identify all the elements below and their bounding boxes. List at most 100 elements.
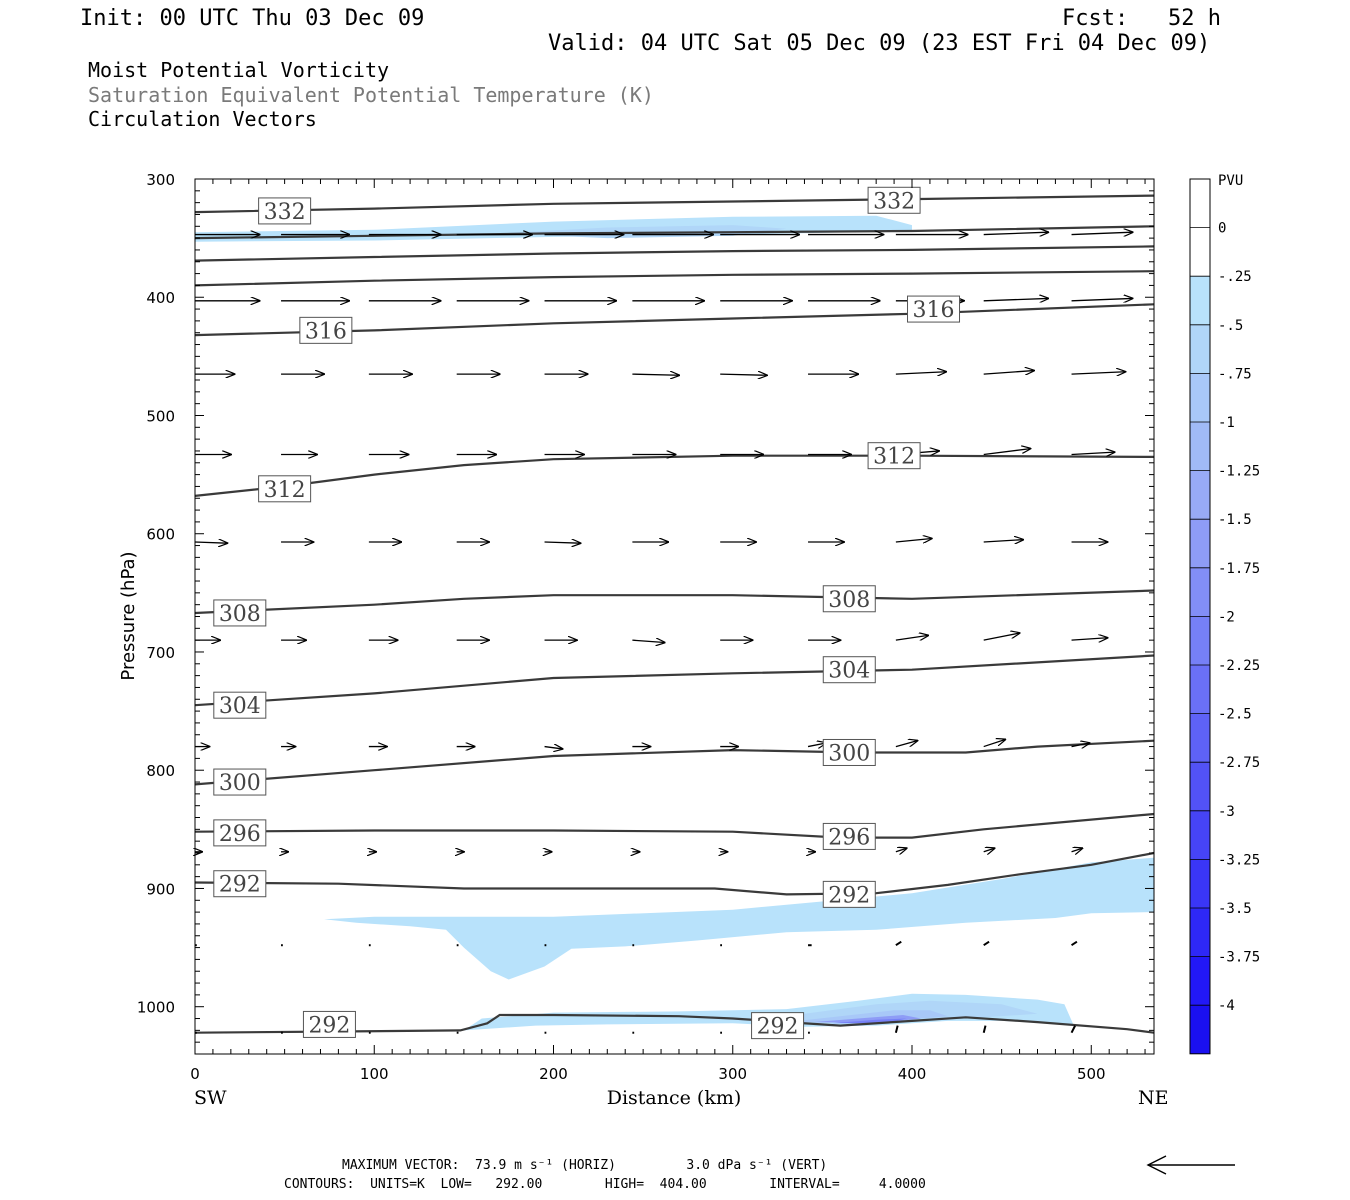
contour-label: 332 (258, 197, 312, 225)
contour-label: 296 (822, 822, 876, 850)
contour-label-text: 300 (828, 741, 870, 766)
colorbar-level-label: -3.5 (1218, 901, 1252, 917)
contour-label-box (751, 1012, 805, 1040)
contour-label-text: 332 (264, 200, 306, 225)
contour-label-text: 332 (873, 189, 915, 214)
colorbar-cell (1190, 956, 1210, 1006)
contour-320-3 (194, 270, 1155, 287)
colorbar-cell (1190, 713, 1210, 763)
colorbar-cell (1190, 227, 1210, 277)
vector (194, 542, 227, 543)
axes: 300 400 500 600 700 800 900 1000 0 100 200 300 400 50… (137, 171, 1154, 1083)
vector (983, 298, 1049, 300)
vector (1071, 743, 1090, 747)
contour-label: 312 (867, 442, 921, 470)
y-tick-label: 1000 (137, 999, 175, 1017)
y-tick-label: 700 (146, 644, 175, 662)
colorbar-level-label: -3.75 (1218, 950, 1260, 966)
init-time: Init: 00 UTC Thu 03 Dec 09 (80, 6, 425, 31)
contour-label: 316 (907, 295, 961, 323)
contour-label: 300 (822, 738, 876, 766)
contour-292-10 (194, 851, 1155, 896)
contour-label-text: 316 (913, 298, 955, 323)
contour-304-7 (194, 654, 1155, 707)
colorbar-cell (1190, 422, 1210, 471)
field-title-pv: Moist Potential Vorticity (88, 58, 390, 82)
circulation-vectors (194, 232, 1133, 1034)
colorbar-cell (1190, 276, 1210, 325)
contour-label: 296 (213, 819, 267, 847)
colorbar-level-label: -4 (1218, 998, 1235, 1014)
x-tick-label: 400 (898, 1065, 927, 1083)
x-axis-title: Distance (km) (607, 1087, 742, 1109)
vector (983, 940, 990, 947)
contour-label-box (213, 599, 267, 627)
contour-label-box (302, 1010, 356, 1038)
colorbar-cell (1190, 762, 1210, 811)
contour-label: 332 (867, 186, 921, 214)
contour-label-text: 300 (219, 771, 261, 796)
contour-label-text: 312 (264, 478, 306, 503)
contour-292-11 (194, 1013, 1155, 1034)
colorbar-cell (1190, 179, 1210, 228)
x-axis-right-label: NE (1138, 1087, 1169, 1109)
contour-label-text: 292 (308, 1013, 350, 1038)
vector (1070, 1025, 1077, 1034)
vector (895, 848, 907, 852)
contour-312-5 (194, 454, 1155, 497)
valid-time: Valid: 04 UTC Sat 05 Dec 09 (23 EST Fri … (548, 31, 1211, 56)
y-tick-label: 500 (146, 407, 175, 425)
contour-label-box (258, 197, 312, 225)
contour-label-box (213, 691, 267, 719)
y-tick-label: 400 (146, 289, 175, 307)
vector (895, 940, 902, 947)
contour-info: CONTOURS: UNITS=K LOW= 292.00 HIGH= 404.… (284, 1177, 926, 1192)
contour-label-box (822, 822, 876, 850)
colorbar-level-label: -3 (1218, 804, 1235, 820)
contour-label-box (822, 656, 876, 684)
colorbar-cell (1190, 373, 1210, 422)
vector (544, 542, 581, 543)
contour-label-box (907, 295, 961, 323)
contour-label: 300 (213, 768, 267, 796)
contour-label-box (867, 442, 921, 470)
colorbar-cell (1190, 859, 1210, 908)
colorbar-level-label: -.75 (1218, 366, 1252, 382)
colorbar-level-label: -1.5 (1218, 512, 1252, 528)
vector (983, 371, 1034, 375)
contour-labels: 332 332 316 316 312 312 308 308 304 304 300 300 296 2… (213, 186, 961, 1040)
vector (720, 374, 767, 375)
contour-label: 304 (213, 691, 267, 719)
max-vector-note: MAXIMUM VECTOR: 73.9 m s⁻¹ (HORIZ) 3.0 d… (342, 1158, 828, 1173)
pv-region-2 (324, 857, 1155, 980)
contour-label-text: 312 (873, 445, 915, 470)
contour-label-box (822, 585, 876, 613)
contour-label: 308 (213, 599, 267, 627)
colorbar-cell (1190, 519, 1210, 568)
y-tick-label: 600 (146, 526, 175, 544)
colorbar-level-label: -2.5 (1218, 707, 1252, 723)
contour-label-text: 308 (828, 588, 870, 613)
contour-label: 304 (822, 656, 876, 684)
y-axis-title: Pressure (hPa) (118, 551, 139, 680)
contour-label-text: 316 (305, 319, 347, 344)
colorbar-cell (1190, 665, 1210, 714)
contour-label-box (867, 186, 921, 214)
contour-332-0 (194, 194, 1155, 214)
vector (1071, 452, 1115, 454)
vector (632, 640, 664, 642)
colorbar-cell (1190, 324, 1210, 374)
y-tick-label: 900 (146, 880, 175, 898)
colorbar-level-label: -1.75 (1218, 561, 1260, 577)
colorbar-level-label: -3.25 (1218, 852, 1260, 868)
contour-308-6 (194, 589, 1155, 615)
contour-label-box (822, 880, 876, 908)
colorbar-cell (1190, 567, 1210, 617)
contour-label-box (213, 819, 267, 847)
contour-label-text: 292 (219, 873, 261, 898)
vector (1071, 232, 1133, 234)
contour-296-9 (194, 812, 1155, 839)
contour-label: 316 (299, 316, 353, 344)
colorbar-level-label: -2.25 (1218, 658, 1260, 674)
